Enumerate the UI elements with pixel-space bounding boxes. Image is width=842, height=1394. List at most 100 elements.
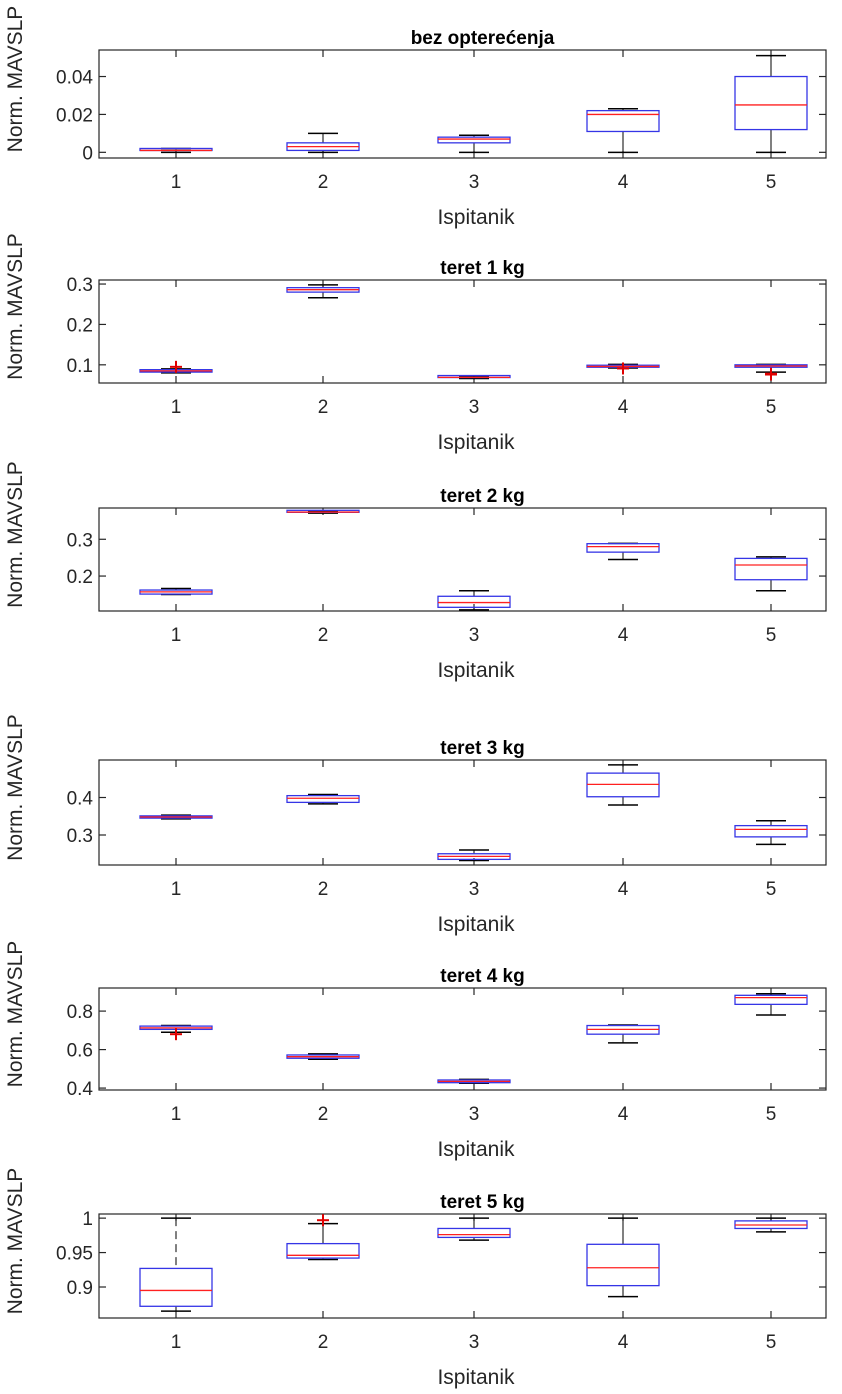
y-tick-label: 0.95 bbox=[56, 1244, 93, 1265]
outlier-marker bbox=[617, 362, 629, 375]
iqr-box bbox=[586, 1243, 660, 1287]
box-5 bbox=[734, 54, 808, 154]
box-2 bbox=[286, 793, 360, 805]
x-tick-label: 3 bbox=[469, 1104, 480, 1125]
box-2 bbox=[286, 284, 360, 299]
iqr-box bbox=[586, 543, 660, 553]
y-tick-label: 0.4 bbox=[67, 1079, 94, 1100]
chart-title: teret 2 kg bbox=[440, 486, 524, 507]
iqr-box bbox=[437, 136, 511, 144]
plot-frame bbox=[98, 49, 827, 159]
x-tick-label: 3 bbox=[469, 879, 480, 900]
x-tick-label: 1 bbox=[171, 1104, 182, 1125]
iqr-box bbox=[734, 994, 808, 1006]
y-tick-label: 0.02 bbox=[56, 105, 93, 126]
chart-title: teret 5 kg bbox=[440, 1192, 524, 1213]
box-2 bbox=[286, 1053, 360, 1060]
x-tick-label: 5 bbox=[766, 172, 777, 193]
y-tick-label: 0 bbox=[82, 143, 93, 164]
x-tick-label: 3 bbox=[469, 625, 480, 646]
box-1 bbox=[139, 1024, 213, 1041]
x-tick-label: 1 bbox=[171, 172, 182, 193]
x-tick-label: 5 bbox=[766, 879, 777, 900]
box-5 bbox=[734, 1217, 808, 1233]
y-tick-label: 0.2 bbox=[67, 315, 93, 336]
x-tick-label: 2 bbox=[318, 172, 329, 193]
box-3 bbox=[437, 374, 511, 380]
y-axis-label: Norm. MAVSLP bbox=[4, 714, 27, 861]
box-1 bbox=[139, 147, 213, 154]
y-tick-label: 0.1 bbox=[67, 356, 93, 377]
x-tick-label: 5 bbox=[766, 397, 777, 418]
plot-frame bbox=[98, 507, 827, 612]
iqr-box bbox=[437, 595, 511, 608]
x-tick-label: 5 bbox=[766, 1332, 777, 1353]
box-4 bbox=[586, 107, 660, 154]
box-2 bbox=[286, 509, 360, 514]
y-tick-label: 0.9 bbox=[67, 1278, 93, 1299]
chart-panel-2: teret 1 kg Norm. MAVSLP Ispitanik 0.1 0.2 0.3… bbox=[4, 233, 827, 454]
iqr-box bbox=[586, 109, 660, 133]
x-tick-label: 3 bbox=[469, 172, 480, 193]
chart-panel-1: bez opterećenja Norm. MAVSLP Ispitanik 0 0.0… bbox=[4, 6, 827, 229]
box-3 bbox=[437, 1078, 511, 1085]
box-5 bbox=[734, 363, 808, 381]
x-tick-label: 4 bbox=[618, 1104, 629, 1125]
box-1 bbox=[139, 587, 213, 596]
outlier-marker bbox=[765, 367, 777, 380]
x-tick-label: 5 bbox=[766, 625, 777, 646]
box-3 bbox=[437, 590, 511, 611]
box-5 bbox=[734, 820, 808, 846]
plot-frame bbox=[98, 1213, 827, 1319]
y-tick-label: 0.6 bbox=[67, 1041, 93, 1062]
chart-panel-5: teret 4 kg Norm. MAVSLP Ispitanik 0.4 0.6 0.8… bbox=[4, 941, 827, 1161]
x-axis-label: Ispitanik bbox=[437, 1138, 515, 1161]
x-tick-label: 4 bbox=[618, 397, 629, 418]
box-5 bbox=[734, 556, 808, 592]
box-2 bbox=[286, 1214, 360, 1261]
x-tick-label: 1 bbox=[171, 879, 182, 900]
y-axis-label: Norm. MAVSLP bbox=[4, 461, 27, 608]
iqr-box bbox=[286, 794, 360, 804]
box-4 bbox=[586, 1024, 660, 1044]
outlier-marker bbox=[170, 1028, 182, 1041]
y-tick-label: 0.3 bbox=[67, 275, 93, 296]
y-tick-label: 0.3 bbox=[67, 826, 93, 847]
chart-title: teret 4 kg bbox=[440, 966, 524, 987]
x-tick-label: 5 bbox=[766, 1104, 777, 1125]
chart-panel-6: teret 5 kg Norm. MAVSLP Ispitanik 0.9 0.95 1 1… bbox=[4, 1168, 827, 1389]
x-tick-label: 2 bbox=[318, 625, 329, 646]
plot-frame bbox=[98, 987, 827, 1091]
x-tick-label: 3 bbox=[469, 1332, 480, 1353]
box-1 bbox=[139, 360, 213, 374]
x-axis-label: Ispitanik bbox=[437, 431, 515, 454]
x-tick-label: 4 bbox=[618, 625, 629, 646]
box-2 bbox=[286, 132, 360, 154]
y-axis-label: Norm. MAVSLP bbox=[4, 1168, 27, 1315]
x-tick-label: 2 bbox=[318, 397, 329, 418]
box-3 bbox=[437, 134, 511, 154]
iqr-box bbox=[437, 1227, 511, 1239]
box-5 bbox=[734, 993, 808, 1016]
plot-frame bbox=[98, 279, 827, 384]
iqr-box bbox=[734, 824, 808, 838]
chart-panel-3: teret 2 kg Norm. MAVSLP Ispitanik 0.2 0.3 1 2 3… bbox=[4, 461, 827, 682]
iqr-box bbox=[139, 1267, 213, 1307]
x-tick-label: 4 bbox=[618, 1332, 629, 1353]
y-tick-label: 1 bbox=[82, 1209, 93, 1230]
x-tick-label: 1 bbox=[171, 397, 182, 418]
box-4 bbox=[586, 1217, 660, 1298]
y-tick-label: 0.4 bbox=[67, 789, 94, 810]
outlier-marker bbox=[170, 360, 182, 373]
box-3 bbox=[437, 849, 511, 862]
x-tick-label: 2 bbox=[318, 879, 329, 900]
x-tick-label: 2 bbox=[318, 1104, 329, 1125]
chart-panel-4: teret 3 kg Norm. MAVSLP Ispitanik 0.3 0.4 1 2 3… bbox=[4, 714, 827, 936]
x-tick-label: 4 bbox=[618, 172, 629, 193]
y-tick-label: 0.8 bbox=[67, 1002, 93, 1023]
x-axis-label: Ispitanik bbox=[437, 206, 515, 229]
box-4 bbox=[586, 764, 660, 806]
y-axis-label: Norm. MAVSLP bbox=[4, 941, 27, 1088]
y-tick-label: 0.3 bbox=[67, 530, 93, 551]
